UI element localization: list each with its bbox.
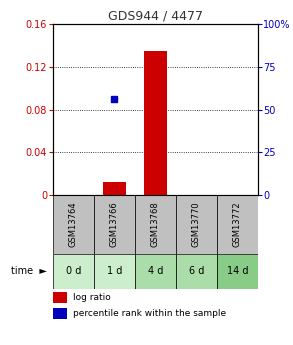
Text: 0 d: 0 d [66,266,81,276]
Text: log ratio: log ratio [73,293,111,302]
Text: GSM13770: GSM13770 [192,202,201,247]
Bar [53,308,67,319]
Bar [103,183,125,195]
Text: 1 d: 1 d [107,266,122,276]
Bar [135,254,176,289]
Text: percentile rank within the sample: percentile rank within the sample [73,309,226,318]
Bar [144,51,166,195]
Bar [176,254,217,289]
Bar [217,195,258,254]
Bar [94,195,135,254]
Bar [53,254,94,289]
Text: GSM13766: GSM13766 [110,202,119,247]
Text: 4 d: 4 d [148,266,163,276]
Text: GSM13772: GSM13772 [233,202,242,247]
Bar [217,254,258,289]
Bar [53,292,67,303]
Bar [53,195,94,254]
Text: 14 d: 14 d [226,266,248,276]
Bar [135,195,176,254]
Text: time  ►: time ► [11,266,47,276]
Bar [176,195,217,254]
Text: 6 d: 6 d [189,266,204,276]
Title: GDS944 / 4477: GDS944 / 4477 [108,10,203,23]
Bar [94,254,135,289]
Text: GSM13768: GSM13768 [151,202,160,247]
Text: GSM13764: GSM13764 [69,202,78,247]
